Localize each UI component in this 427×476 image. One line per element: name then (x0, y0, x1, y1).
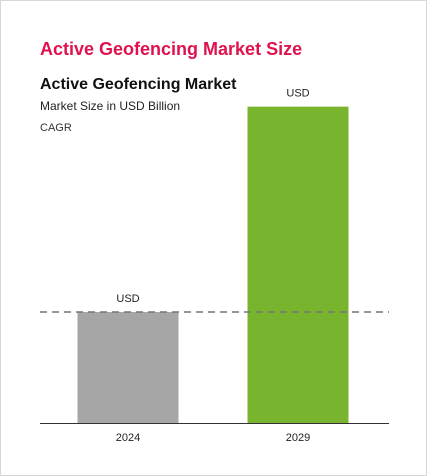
data-label-2024: USD (116, 293, 139, 305)
data-label-2029: USD (286, 88, 309, 100)
x-tick-label-2029: 2029 (286, 432, 310, 444)
chart-subtitle: Market Size in USD Billion (40, 99, 181, 113)
chart-title: Active Geofencing Market (40, 76, 237, 93)
x-tick-label-2024: 2024 (116, 432, 140, 444)
cagr-label: CAGR (40, 122, 72, 134)
bar-2024 (77, 312, 179, 423)
card-title: Active Geofencing Market Size (40, 39, 303, 59)
bar-2029 (247, 106, 349, 424)
